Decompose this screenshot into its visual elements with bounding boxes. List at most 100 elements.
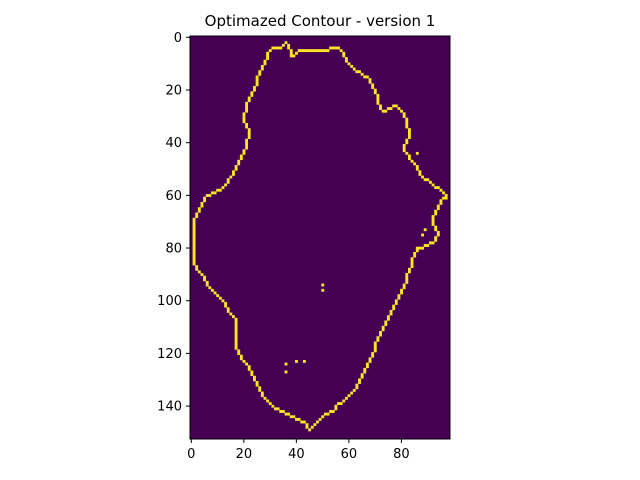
contour-pixel [405,278,409,282]
contour-pixel [268,49,272,53]
contour-pixel [428,180,432,184]
contour-pixel [389,312,393,316]
contour-pixel [245,141,249,145]
contour-pixel [313,49,317,53]
contour-pixel [289,49,293,53]
contour-pixel [402,146,406,150]
contour-pixel [245,125,249,129]
contour-pixel [245,146,249,150]
contour-pixel [242,359,246,363]
chart-title: Optimazed Contour - version 1 [205,12,436,30]
contour-pixel [407,270,411,274]
contour-pixel [308,49,312,53]
contour-pixel [405,117,409,121]
contour-pixel [234,320,238,324]
contour-pixel [203,278,207,282]
contour-pixel [247,130,251,134]
contour-pixel [192,262,196,266]
contour-pixel [195,212,199,216]
contour-pixel [295,51,298,55]
contour-pixel [205,283,209,287]
contour-pixel [224,183,228,187]
contour-pixel [434,228,438,232]
contour-pixel [263,59,267,63]
contour-pixel [421,233,424,237]
contour-pixel [352,388,356,392]
contour-pixel [434,212,438,216]
contour-pixel [405,138,409,142]
contour-pixel [284,370,288,374]
contour-pixel [379,104,382,108]
contour-pixel [371,83,375,87]
contour-pixel [376,93,380,97]
contour-pixel [229,175,233,179]
contour-pixel [347,62,351,66]
contour-pixel [355,70,359,74]
contour-pixel [305,425,309,429]
contour-pixel [337,402,340,405]
contour-pixel [413,162,417,166]
contour-pixel [365,365,369,369]
heatmap-image [190,36,450,439]
contour-pixel [237,352,241,355]
contour-pixel [373,341,377,345]
contour-pixel [302,420,306,424]
contour-pixel [329,410,333,413]
contour-pixel [371,86,375,89]
contour-pixel [192,246,196,250]
contour-pixel [439,199,443,203]
contour-pixel [242,120,246,124]
contour-pixel [439,201,443,205]
contour-pixel [410,265,414,269]
contour-pixel [373,346,377,350]
contour-pixel [418,246,422,250]
contour-pixel [394,302,398,305]
contour-pixel [200,204,204,208]
contour-pixel [379,107,382,110]
contour-pixel [192,259,196,263]
contour-pixel [200,273,204,276]
contour-pixel [289,51,293,55]
y-tick-label: 140 [157,400,182,415]
contour-pixel [260,64,264,68]
x-tick-label: 0 [187,447,195,462]
contour-pixel [402,283,406,287]
contour-pixel [192,257,196,261]
contour-pixel [234,346,238,350]
contour-pixel [234,333,238,337]
contour-pixel [234,338,238,342]
contour-pixel [234,317,238,321]
contour-pixel [245,107,249,110]
contour-pixel [431,215,435,218]
contour-pixel [415,165,419,168]
x-tick-label: 60 [341,447,358,462]
contour-pixel [268,402,272,405]
contour-pixel [405,280,409,284]
contour-pixel [292,415,296,419]
contour-pixel [426,178,430,182]
contour-pixel [284,412,288,416]
contour-pixel [224,302,228,305]
contour-pixel [431,241,435,245]
contour-pixel [423,244,427,247]
contour-pixel [365,362,369,366]
contour-pixel [381,328,385,332]
contour-pixel [368,359,372,363]
contour-pixel [229,312,233,316]
contour-pixel [379,331,382,334]
contour-pixel [234,328,238,332]
contour-pixel [221,299,225,303]
contour-pixel [271,46,275,50]
contour-pixel [358,378,361,382]
contour-pixel [376,336,380,340]
contour-pixel [300,49,304,53]
contour-pixel [239,354,243,358]
contour-pixel [373,91,377,95]
contour-pixel [226,309,230,313]
contour-pixel [216,188,220,192]
contour-pixel [363,367,367,371]
contour-pixel [310,49,314,53]
contour-pixel [355,386,359,390]
contour-pixel [226,180,230,184]
contour-pixel [266,57,270,60]
